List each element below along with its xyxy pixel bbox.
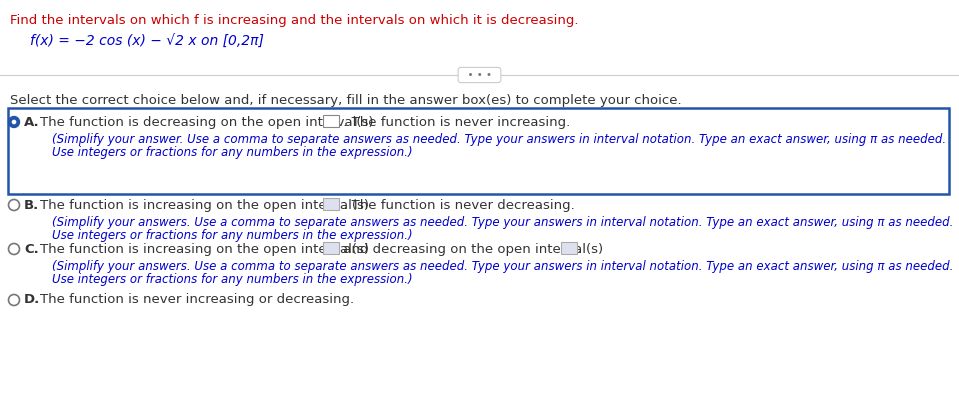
Text: The function is increasing on the open interval(s): The function is increasing on the open i… (40, 243, 373, 256)
Text: . The function is never increasing.: . The function is never increasing. (339, 116, 571, 129)
Circle shape (9, 117, 19, 128)
Text: The function is never increasing or decreasing.: The function is never increasing or decr… (40, 293, 354, 306)
Text: Find the intervals on which f is increasing and the intervals on which it is dec: Find the intervals on which f is increas… (10, 14, 578, 27)
Text: Select the correct choice below and, if necessary, fill in the answer box(es) to: Select the correct choice below and, if … (10, 94, 682, 107)
Text: B.: B. (24, 199, 39, 212)
FancyBboxPatch shape (323, 198, 339, 209)
Circle shape (12, 120, 16, 124)
Text: Use integers or fractions for any numbers in the expression.): Use integers or fractions for any number… (52, 229, 412, 242)
FancyBboxPatch shape (323, 241, 339, 254)
Circle shape (9, 294, 19, 305)
Text: (Simplify your answers. Use a comma to separate answers as needed. Type your ans: (Simplify your answers. Use a comma to s… (52, 260, 953, 273)
Circle shape (9, 200, 19, 211)
FancyBboxPatch shape (561, 241, 577, 254)
Text: D.: D. (24, 293, 40, 306)
FancyBboxPatch shape (8, 108, 949, 194)
FancyBboxPatch shape (323, 115, 339, 126)
Circle shape (9, 243, 19, 254)
Text: The function is increasing on the open interval(s): The function is increasing on the open i… (40, 199, 373, 212)
Text: Use integers or fractions for any numbers in the expression.): Use integers or fractions for any number… (52, 146, 412, 159)
Text: . The function is never decreasing.: . The function is never decreasing. (339, 199, 574, 212)
Text: and decreasing on the open interval(s): and decreasing on the open interval(s) (339, 243, 607, 256)
Text: .: . (577, 243, 581, 256)
Text: A.: A. (24, 116, 39, 129)
Text: Use integers or fractions for any numbers in the expression.): Use integers or fractions for any number… (52, 273, 412, 286)
Text: (Simplify your answer. Use a comma to separate answers as needed. Type your answ: (Simplify your answer. Use a comma to se… (52, 133, 947, 146)
Text: • • •: • • • (460, 70, 499, 80)
Text: (Simplify your answers. Use a comma to separate answers as needed. Type your ans: (Simplify your answers. Use a comma to s… (52, 216, 953, 229)
Text: C.: C. (24, 243, 38, 256)
Text: f(x) = −2 cos (x) − √2 x on [0,2π]: f(x) = −2 cos (x) − √2 x on [0,2π] (30, 34, 264, 48)
Text: The function is decreasing on the open interval(s): The function is decreasing on the open i… (40, 116, 378, 129)
